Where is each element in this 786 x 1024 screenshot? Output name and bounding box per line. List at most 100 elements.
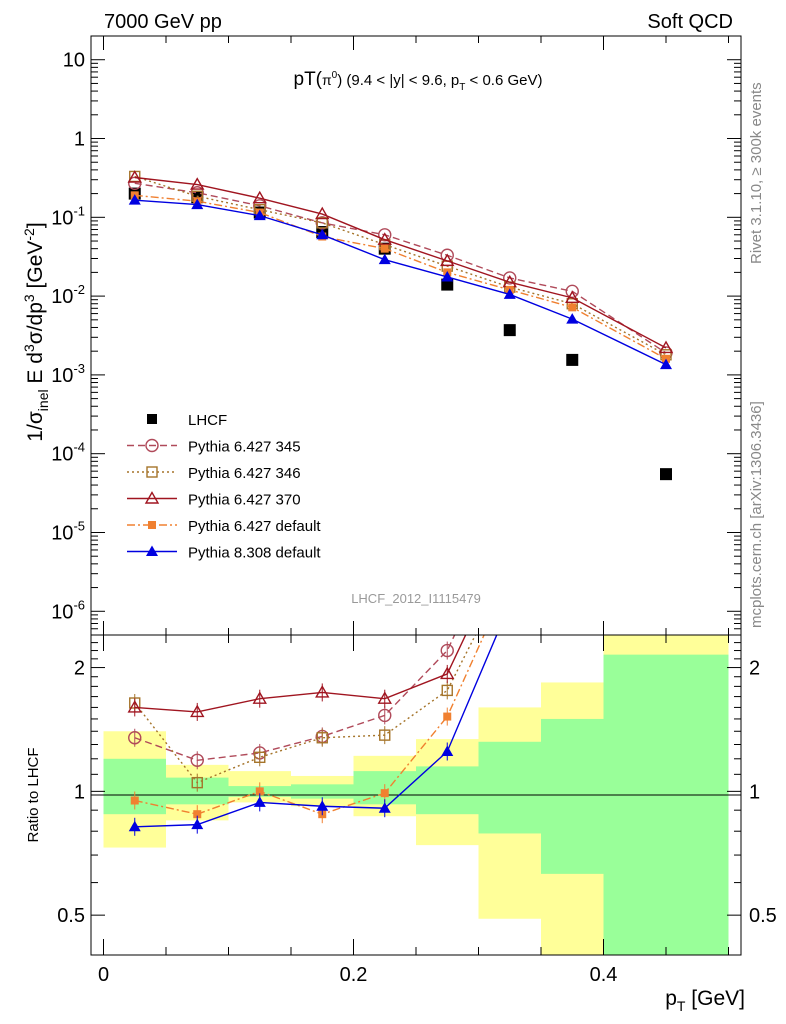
ratio-series-1-point-4 — [379, 729, 391, 741]
main-series-5-point-1 — [191, 198, 204, 210]
tick-mantissa: 10 — [51, 444, 73, 466]
ratio-band-inner-3 — [291, 784, 354, 799]
main-x-ticks — [103, 36, 729, 635]
legend-marker-2 — [146, 466, 158, 478]
main-series-1-point-0 — [128, 176, 142, 191]
tick-exponent: -3 — [73, 361, 85, 376]
ratio-series-line-0 — [134, 635, 456, 762]
ratio-series-3-point-0 — [130, 796, 139, 805]
rivet-version-text: Rivet 3.1.10, ≥ 300k events — [748, 82, 765, 264]
ratio-series-2-point-5 — [440, 666, 455, 680]
main-series-0-point-6 — [503, 324, 516, 337]
ratio-series-3-point-1 — [193, 810, 202, 819]
header-left: 7000 GeV pp — [104, 11, 222, 33]
main-series-line-2 — [134, 175, 667, 356]
legend-marker-1 — [145, 438, 159, 453]
legend-label-1: Pythia 6.427 345 — [188, 439, 301, 456]
legend-marker-5 — [146, 545, 158, 556]
main-series-5-point-5 — [441, 270, 454, 282]
ratio-series-4-point-3 — [316, 800, 329, 811]
main-series-3-point-3 — [315, 206, 330, 220]
ratio-band-inner-7 — [541, 718, 604, 874]
main-series-0-point-5 — [441, 278, 454, 291]
ratio-series-group — [127, 635, 498, 836]
tick-exponent: -1 — [73, 203, 85, 218]
main-series-0-point-8 — [660, 468, 672, 481]
legend-marker-4 — [148, 521, 156, 529]
source-reference-text: mcplots.cern.ch [arXiv:1306.3436] — [748, 401, 765, 628]
ratio-series-0-point-4 — [378, 708, 392, 723]
ratio-series-0-point-0 — [128, 731, 142, 745]
main-y-tick-label: 10-5 — [51, 518, 85, 544]
ratio-series-3-point-2 — [255, 787, 264, 796]
ratio-y-tick-label-right: 0.5 — [749, 905, 777, 927]
ratio-series-4-point-0 — [128, 820, 141, 832]
main-series-5-point-7 — [566, 313, 579, 324]
legend-label-5: Pythia 8.308 default — [188, 545, 321, 562]
ratio-band-inner-8 — [603, 654, 729, 955]
main-y-tick-label: 10-6 — [51, 597, 85, 623]
main-series-5-point-6 — [503, 288, 516, 299]
main-series-5-point-2 — [253, 209, 266, 221]
plot-title: pT(π0) (9.4 < |y| < 9.6, pT < 0.6 GeV) — [294, 69, 543, 93]
main-y-tick-label: 10-2 — [51, 282, 85, 308]
ratio-series-1-point-2 — [254, 751, 266, 764]
ratio-series-2-point-1 — [190, 704, 205, 718]
legend-marker-0 — [147, 414, 157, 424]
ratio-series-3-point-4 — [380, 789, 389, 798]
main-y-tick-label: 10-1 — [51, 203, 85, 229]
main-series-3-point-4 — [377, 232, 392, 245]
main-series-4-point-4 — [380, 244, 389, 253]
ratio-series-4-point-2 — [253, 796, 266, 807]
ratio-y-tick-label-right: 1 — [749, 781, 760, 803]
tick-mantissa: 10 — [51, 365, 73, 387]
ratio-series-4-point-5 — [441, 745, 454, 757]
ratio-series-2-point-0 — [127, 700, 142, 713]
ratio-x-tick-label: 0.4 — [590, 964, 618, 986]
main-series-5-point-3 — [316, 228, 329, 240]
ratio-x-tick-label: 0 — [98, 964, 109, 986]
main-series-0-point-7 — [566, 353, 579, 366]
ratio-series-1-point-3 — [316, 732, 328, 744]
ratio-series-2-point-4 — [377, 691, 392, 704]
ratio-band-inner-6 — [478, 741, 541, 834]
ratio-series-0-point-5 — [440, 643, 454, 658]
ratio-series-0-point-1 — [190, 753, 204, 767]
main-series-3-point-5 — [440, 253, 455, 267]
x-axis-label: pT [GeV] — [665, 987, 745, 1014]
legend-label-3: Pythia 6.427 370 — [188, 492, 301, 509]
main-plot-marks — [127, 170, 674, 481]
main-series-line-3 — [134, 176, 667, 349]
ratio-y-axis: 2 2 1 1 0.5 0.5 — [57, 634, 777, 956]
main-series-3-point-0 — [127, 170, 142, 183]
ratio-y-tick-label-right: 2 — [749, 658, 760, 680]
tick-mantissa: 10 — [51, 522, 73, 544]
main-series-4-point-7 — [568, 303, 577, 312]
ratio-band-inner-5 — [416, 766, 479, 815]
tick-exponent: -2 — [73, 282, 85, 297]
ratio-plot-marks — [127, 635, 498, 836]
ratio-series-2-point-3 — [315, 685, 330, 698]
ratio-series-1-point-5 — [441, 684, 453, 697]
legend-label-2: Pythia 6.427 346 — [188, 465, 301, 482]
main-series-5-point-0 — [128, 194, 141, 205]
tick-exponent: -5 — [73, 518, 85, 533]
main-series-line-4 — [134, 194, 667, 360]
main-y-tick-label: 10-3 — [51, 361, 85, 387]
ratio-series-4-point-4 — [378, 802, 391, 813]
main-series-3-point-8 — [658, 340, 674, 354]
ratio-series-3-point-5 — [443, 712, 452, 721]
ratio-uncertainty-bands — [103, 635, 729, 955]
main-series-line-1 — [134, 182, 667, 354]
ratio-y-axis-label: Ratio to LHCF — [25, 747, 42, 842]
main-series-3-point-2 — [252, 190, 267, 204]
main-series-3-point-1 — [190, 177, 205, 190]
legend-label-0: LHCF — [188, 412, 227, 429]
ratio-panel: 2 2 1 1 0.5 0.5 0 0.2 0.4 Ratio to LHCF pT [GeV… — [25, 634, 777, 1014]
legend-label-4: Pythia 6.427 default — [188, 518, 321, 535]
main-y-axis-label: 1/σinel E d3σ/dp3 [GeV-2] — [21, 222, 51, 441]
ratio-series-4-point-1 — [191, 818, 204, 830]
